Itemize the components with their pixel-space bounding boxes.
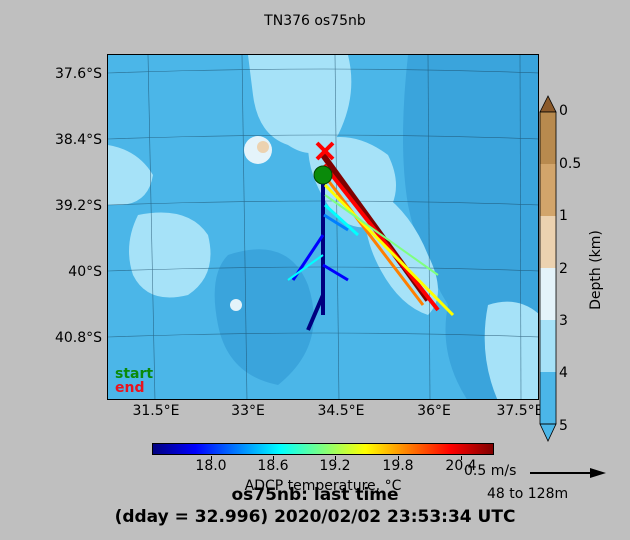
map-panel	[107, 54, 539, 400]
temp-tick-label: 18.6	[257, 458, 289, 474]
temperature-colorbar	[152, 443, 494, 455]
footer-line-2: (dday = 32.996) 2020/02/02 23:53:34 UTC	[114, 507, 516, 527]
lon-label-4: 36°E	[417, 403, 451, 419]
depth-tick-label: 0.5	[559, 156, 582, 172]
lon-label-3: 34.5°E	[317, 403, 365, 419]
depth-tick-label: 3	[559, 313, 568, 329]
temp-tick	[273, 456, 274, 460]
lat-label-5: 40.8°S	[54, 330, 102, 346]
footer-line-1: os75nb: last time	[231, 485, 399, 505]
lon-label-2: 33°E	[231, 403, 265, 419]
temp-tick	[398, 456, 399, 460]
temp-tick-label: 19.2	[319, 458, 351, 474]
depth-tick-label: 0	[559, 103, 568, 119]
start-marker	[313, 165, 333, 185]
legend-start: start	[115, 366, 154, 382]
depth-colorbar-label: Depth (km)	[588, 230, 604, 310]
depth-colorbar	[539, 95, 557, 442]
legend-end: end	[115, 380, 145, 396]
footer-title: os75nb: last time (dday = 32.996) 2020/0…	[0, 484, 630, 528]
temp-tick-label: 18.0	[195, 458, 227, 474]
lon-label-5: 37.5°E	[496, 403, 544, 419]
lat-label-2: 38.4°S	[54, 132, 102, 148]
lat-label-4: 40°S	[68, 264, 102, 280]
scale-arrow-icon	[530, 468, 606, 478]
figure-title: TN376 os75nb	[264, 13, 366, 29]
temp-tick	[335, 456, 336, 460]
temp-tick-label: 19.8	[382, 458, 414, 474]
temperature-colorbar-label: ADCP temperature, °C	[244, 478, 402, 494]
depth-tick-label: 2	[559, 261, 568, 277]
temp-tick	[211, 456, 212, 460]
depth-tick-label: 1	[559, 208, 568, 224]
end-marker	[315, 141, 335, 161]
temp-tick	[461, 456, 462, 460]
depth-tick-label: 5	[559, 418, 568, 434]
lat-label-3: 39.2°S	[54, 198, 102, 214]
lon-label-1: 31.5°E	[132, 403, 180, 419]
scale-range-label: 48 to 128m	[487, 486, 569, 502]
temp-tick-label: 20.4	[445, 458, 477, 474]
lat-label-1: 37.6°S	[54, 66, 102, 82]
scale-speed-label: 0.5 m/s	[464, 463, 517, 479]
depth-tick-label: 4	[559, 365, 568, 381]
